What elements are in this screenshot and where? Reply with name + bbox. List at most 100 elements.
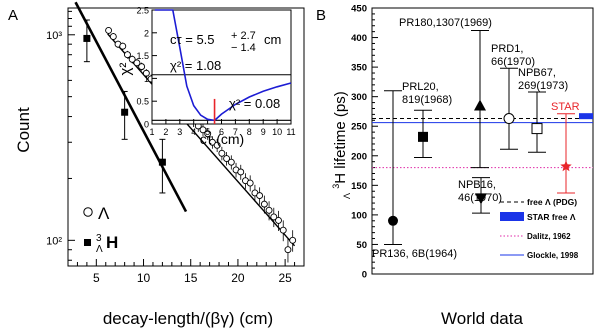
lambda-point — [284, 246, 292, 254]
lambda-point — [105, 26, 113, 34]
lambda-point — [124, 51, 131, 59]
panel-b-ytick-label: 400 — [351, 33, 367, 44]
label-npb16-line2: 46(1970) — [458, 192, 502, 204]
inset-xtick-label: 3 — [177, 127, 182, 137]
inset-chi2: 1 2 3 4 5 6 7 8 9 10 11 00.511.522.5 χ² cτ (cm) cτ… — [117, 6, 296, 148]
point-marker-filled-triangle-up — [474, 99, 486, 111]
inset-xtick-label: 2 — [163, 127, 168, 137]
legend-star-free-lambda-swatch — [500, 212, 524, 221]
label-npb67-line1: NPB67, — [518, 67, 556, 79]
point-marker-filled-circle — [388, 215, 398, 226]
panel-b-letter: B — [316, 7, 326, 24]
inset-xtick-label: 1 — [149, 127, 154, 137]
point-marker-open-square — [531, 123, 543, 135]
panel-b-ytick-label: 100 — [351, 210, 367, 221]
label-pr136: PR136, 6B(1964) — [372, 248, 457, 260]
panel-a-xtick-label: 10 — [137, 271, 151, 285]
point-marker-filled-triangle-down — [475, 193, 487, 205]
lambda-point — [218, 149, 226, 157]
label-prl20-line2: 819(1968) — [402, 94, 452, 106]
label-prd1-line2: 66(1970) — [491, 56, 535, 68]
panel-a-xticks: 5 10 15 20 25 — [76, 259, 296, 285]
lambda-point — [109, 33, 117, 41]
panel-b-points — [384, 29, 575, 245]
panel-b-frame — [371, 7, 594, 275]
panel-a-yticks: 10² 10³ — [46, 10, 75, 261]
hypertriton-point — [158, 158, 166, 166]
lambda-point — [208, 138, 216, 146]
panel-b-ytick-label: 450 — [351, 4, 367, 15]
inset-xtick-label: 10 — [272, 127, 282, 137]
label-prl20-line1: PRL20, — [402, 81, 439, 93]
panel-a-ylabel: Count — [14, 107, 33, 153]
legend-h3-pre: 3 — [96, 233, 102, 244]
inset-ylabel: χ² — [117, 63, 134, 76]
panel-a-xtick-label: 20 — [231, 271, 245, 285]
legend-glockle-label: Glockle, 1998 — [527, 251, 579, 260]
inset-xtick-label: 6 — [219, 127, 224, 137]
inset-chi2-label-2: χ² = 0.08 — [229, 96, 280, 111]
inset-xtick-label: 9 — [261, 127, 266, 137]
inset-xtick-label: 5 — [205, 127, 210, 137]
lambda-point — [227, 158, 235, 166]
label-pr180: PR180,1307(1969) — [399, 17, 492, 29]
legend-free-lambda-label: free Λ (PDG) — [527, 197, 577, 207]
legend-h3-sub: Λ — [96, 244, 103, 255]
inset-fit-unit: cm — [264, 32, 281, 47]
legend-lambda-marker — [83, 207, 93, 217]
lambda-point — [246, 179, 254, 187]
inset-xtick-label: 8 — [247, 127, 252, 137]
inset-ytick-label: 0.5 — [136, 97, 149, 107]
lambda-point — [265, 206, 273, 214]
panel-b-ylabel: 3H lifetime (ps) — [331, 91, 349, 189]
panel-b-ylabel-main: H lifetime (ps) — [332, 91, 349, 184]
series-hypertriton — [83, 19, 166, 194]
inset-xtick-label: 11 — [286, 127, 295, 137]
lambda-point — [237, 168, 245, 176]
inset-ytick-label: 0 — [144, 120, 149, 130]
panel-b-ytick-label: 300 — [351, 92, 367, 103]
inset-fit-err-up: + 2.7 — [231, 30, 256, 42]
inset-hlines — [152, 74, 291, 121]
point-marker-filled-square — [418, 131, 428, 142]
lambda-point — [256, 192, 264, 200]
ref-band-star-free-lambda — [579, 113, 593, 120]
legend-hypertriton-label: 3 H — [96, 228, 118, 252]
panel-b-yticks: 0 50 100 150 200 250 300 350 400 450 — [351, 4, 378, 281]
fit-line-lambda — [107, 33, 296, 247]
panel-b-legend: free Λ (PDG) STAR free Λ Dalitz, 1962 Gl… — [500, 197, 579, 260]
lambda-point — [260, 200, 268, 208]
panel-b-reference-lines — [372, 113, 593, 169]
lambda-point — [128, 55, 136, 63]
lambda-point — [204, 130, 212, 138]
panel-b-ytick-label: 350 — [351, 63, 367, 74]
panel-a-frame — [67, 7, 305, 267]
legend-h3-main: H — [106, 233, 118, 252]
panel-a-xtick-label: 15 — [184, 271, 198, 285]
lambda-point — [138, 63, 146, 71]
inset-chi2-label-1: χ² = 1.08 — [170, 58, 221, 73]
inset-frame — [151, 9, 292, 125]
inset-ytick-label: 2.5 — [136, 6, 149, 16]
lambda-point — [133, 59, 141, 67]
inset-ytick-label: 1 — [144, 74, 149, 84]
inset-xticks: 1 2 3 4 5 6 7 8 9 10 11 — [149, 119, 296, 137]
lambda-point — [213, 141, 221, 149]
inset-xtick-label: 7 — [233, 127, 238, 137]
hypertriton-point — [121, 108, 129, 116]
panel-a-ytick-label: 10³ — [46, 30, 62, 42]
inset-xlabel: cτ (cm) — [200, 131, 244, 147]
panel-b-ylabel-pre: 3 — [331, 184, 341, 189]
panel-b-ytick-label: 150 — [351, 181, 367, 192]
inset-chi2-curve — [154, 9, 292, 122]
inset-ytick-label: 2 — [144, 28, 149, 38]
lambda-point — [275, 216, 282, 224]
label-npb16-line1: NPB16, — [458, 179, 496, 191]
lambda-point — [119, 42, 127, 50]
panel-b-xlabel: World data — [441, 309, 523, 328]
panel-a-xlabel: decay-length/(βγ) (cm) — [103, 309, 273, 328]
lambda-point — [223, 155, 231, 162]
panel-b-ytick-label: 0 — [362, 270, 367, 281]
panel-b-ylabel-sub: Λ — [342, 193, 352, 199]
